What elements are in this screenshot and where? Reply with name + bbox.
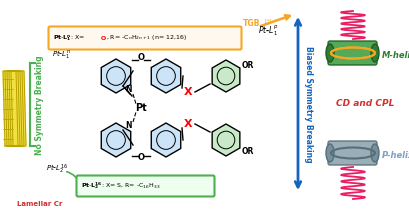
Text: $\mathbf{Pt}$-$\mathbf{L_1^n}$: X=: $\mathbf{Pt}$-$\mathbf{L_1^n}$: X=: [53, 33, 86, 43]
Text: P-helix: P-helix: [382, 151, 409, 161]
Ellipse shape: [326, 144, 334, 162]
Text: Lamellar Cr: Lamellar Cr: [17, 201, 63, 207]
Ellipse shape: [371, 44, 379, 62]
Polygon shape: [7, 71, 22, 146]
Polygon shape: [101, 123, 131, 157]
Text: $\mathit{Pt}$-$L_1^n$: $\mathit{Pt}$-$L_1^n$: [52, 48, 71, 60]
FancyBboxPatch shape: [328, 141, 377, 165]
Text: N: N: [125, 85, 131, 95]
Text: O: O: [137, 153, 144, 162]
Text: $\mathit{Pt}$-$L_1^p$: $\mathit{Pt}$-$L_1^p$: [258, 24, 279, 38]
Text: $\mathbf{O}$: $\mathbf{O}$: [100, 34, 107, 42]
Ellipse shape: [326, 44, 334, 62]
Text: M-helix: M-helix: [382, 51, 409, 61]
Text: N: N: [125, 122, 131, 130]
FancyBboxPatch shape: [328, 41, 377, 65]
FancyBboxPatch shape: [76, 176, 214, 196]
Text: $\mathbf{Pt}$-$\mathbf{L_2^{16}}$: X= S, R= -C$_{16}$H$_{33}$: $\mathbf{Pt}$-$\mathbf{L_2^{16}}$: X= S,…: [81, 181, 160, 191]
Text: , R= -C$_n$H$_{2n+1}$ (n= 12,16): , R= -C$_n$H$_{2n+1}$ (n= 12,16): [106, 34, 187, 42]
Text: $\mathit{Pt}$-$L_2^{16}$: $\mathit{Pt}$-$L_2^{16}$: [46, 162, 68, 176]
Polygon shape: [101, 59, 131, 93]
Text: OR: OR: [242, 61, 254, 69]
Text: No Symmetry Breaking: No Symmetry Breaking: [36, 55, 45, 155]
Text: O: O: [137, 54, 144, 62]
Polygon shape: [9, 71, 24, 146]
Polygon shape: [212, 124, 240, 156]
Text: OR: OR: [242, 146, 254, 156]
Polygon shape: [151, 123, 181, 157]
Text: X: X: [184, 87, 192, 97]
Polygon shape: [11, 71, 26, 146]
Ellipse shape: [371, 144, 379, 162]
Polygon shape: [212, 60, 240, 92]
Text: TGB: TGB: [243, 19, 261, 27]
Text: Biased Symmetry Breaking: Biased Symmetry Breaking: [303, 46, 312, 162]
FancyBboxPatch shape: [49, 27, 241, 50]
Text: Pt: Pt: [135, 103, 147, 113]
Polygon shape: [151, 59, 181, 93]
Text: CD and CPL: CD and CPL: [336, 99, 394, 107]
Text: X: X: [184, 119, 192, 129]
Polygon shape: [5, 71, 20, 146]
Text: $[*]$: $[*]$: [264, 18, 272, 26]
Polygon shape: [3, 71, 18, 146]
